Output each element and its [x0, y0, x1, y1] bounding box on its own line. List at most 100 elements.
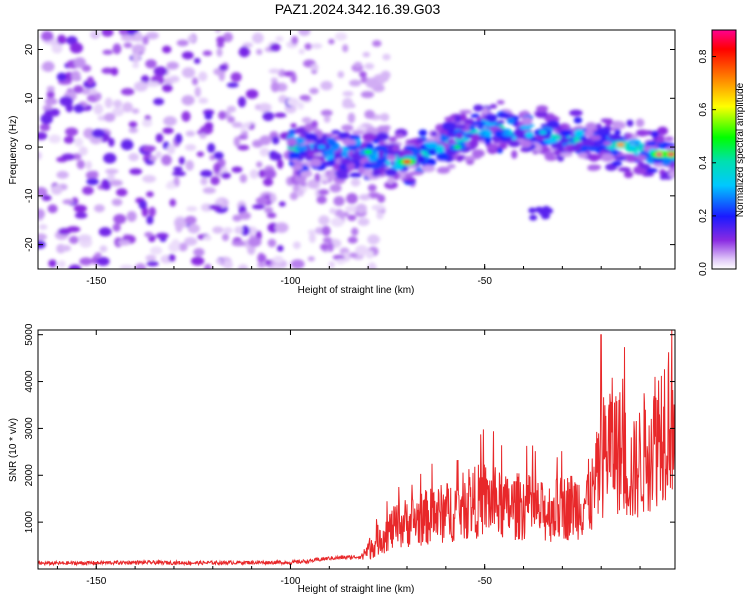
- heatmap-noise-cell: [320, 109, 333, 117]
- heatmap-signal-cell: [347, 134, 361, 140]
- heatmap-noise-cell: [108, 137, 115, 147]
- heatmap-noise-cell: [359, 194, 371, 201]
- heatmap-noise-cell: [307, 256, 315, 262]
- heatmap-noise-cell: [101, 67, 114, 74]
- heatmap-signal-cell: [384, 181, 398, 190]
- heatmap-signal-cell: [520, 139, 532, 149]
- heatmap-noise-cell: [234, 226, 243, 235]
- heatmap-noise-cell: [117, 239, 131, 246]
- heatmap-noise-cell: [191, 77, 199, 86]
- heatmap-signal-cell: [331, 129, 341, 135]
- heatmap-noise-cell: [144, 231, 154, 238]
- heatmap-noise-cell: [353, 61, 362, 68]
- heatmap-noise-cell: [172, 171, 186, 177]
- heatmap-noise-cell: [259, 103, 272, 112]
- heatmap-noise-cell: [176, 39, 189, 47]
- heatmap-noise-cell: [270, 193, 277, 203]
- heatmap-signal-cell: [604, 118, 613, 127]
- heatmap-noise-cell: [222, 32, 233, 43]
- heatmap-signal-cell: [384, 168, 398, 177]
- heatmap-noise-cell: [328, 38, 335, 45]
- heatmap-noise-cell: [218, 64, 228, 71]
- heatmap-noise-cell: [212, 226, 224, 234]
- heatmap-noise-cell: [314, 172, 321, 183]
- heatmap-noise-cell: [74, 137, 84, 148]
- heatmap-signal-cell: [351, 152, 361, 161]
- heatmap-noise-cell: [109, 179, 123, 187]
- heatmap-noise-cell: [146, 215, 154, 225]
- heatmap-noise-cell: [38, 187, 48, 197]
- heatmap-noise-cell: [309, 87, 319, 95]
- heatmap-noise-cell: [61, 153, 76, 161]
- heatmap-noise-cell: [153, 97, 165, 106]
- heatmap-noise-cell: [145, 59, 157, 69]
- heatmap-noise-cell: [337, 70, 345, 79]
- heatmap-noise-cell: [342, 97, 354, 109]
- heatmap-signal-cell: [291, 164, 304, 171]
- heatmap-noise-cell: [145, 254, 157, 262]
- heatmap-signal-cell: [328, 169, 339, 179]
- heatmap-noise-cell: [262, 178, 274, 187]
- heatmap-blob-cell: [535, 206, 544, 213]
- heatmap-signal-cell: [657, 126, 669, 136]
- heatmap-signal-cell: [387, 150, 401, 156]
- heatmap-signal-cell: [441, 122, 456, 131]
- heatmap-noise-cell: [355, 245, 369, 256]
- heatmap-noise-cell: [174, 133, 183, 144]
- heatmap-noise-cell: [204, 121, 214, 130]
- heatmap-noise-cell: [336, 258, 346, 265]
- y-tick-label: -20: [24, 237, 35, 252]
- heatmap-signal-cell: [498, 143, 508, 150]
- heatmap-noise-cell: [360, 90, 375, 99]
- heatmap-noise-cell: [371, 204, 386, 211]
- heatmap-noise-cell: [77, 234, 92, 243]
- heatmap-signal-cell: [439, 133, 447, 143]
- heatmap-noise-cell: [231, 240, 246, 247]
- heatmap-noise-cell: [146, 261, 159, 267]
- heatmap-signal-cell: [425, 141, 439, 149]
- heatmap-noise-cell: [270, 81, 280, 93]
- heatmap-signal-cell: [471, 133, 481, 143]
- heatmap-noise-cell: [193, 57, 201, 64]
- heatmap-noise-cell: [81, 64, 92, 72]
- heatmap-noise-cell: [81, 88, 91, 95]
- heatmap-signal-cell: [452, 124, 467, 130]
- heatmap-noise-cell: [90, 88, 98, 95]
- heatmap-noise-cell: [73, 104, 85, 113]
- heatmap-noise-cell: [153, 66, 168, 77]
- heatmap-noise-cell: [46, 85, 55, 92]
- heatmap-blob-cell: [528, 207, 537, 214]
- heatmap-noise-cell: [320, 243, 329, 251]
- snr-panel: -150 -100 -50 1000 2000 3000 4000 5000 Height o…: [8, 323, 676, 595]
- heatmap-noise-cell: [57, 260, 66, 268]
- heatmap-noise-cell: [85, 160, 92, 170]
- heatmap-noise-cell: [249, 169, 259, 179]
- heatmap-noise-cell: [345, 205, 359, 213]
- heatmap-signal-cell: [590, 135, 602, 141]
- heatmap-noise-cell: [85, 170, 99, 180]
- heatmap-noise-cell: [262, 111, 275, 122]
- colorbar-tick-label: 0.0: [698, 262, 709, 276]
- heatmap-signal-cell: [459, 109, 473, 115]
- heatmap-signal-cell: [651, 130, 659, 139]
- heatmap-noise-cell: [63, 135, 75, 144]
- heatmap-noise-cell: [42, 104, 53, 112]
- heatmap-noise-cell: [323, 115, 331, 123]
- heatmap-noise-cell: [94, 204, 105, 213]
- heatmap-cells: [38, 30, 675, 269]
- heatmap-noise-cell: [66, 36, 78, 45]
- colorbar-tick-label: 0.6: [698, 102, 709, 116]
- heatmap-noise-cell: [274, 112, 287, 118]
- heatmap-hotspot: [538, 130, 547, 135]
- heatmap-noise-cell: [226, 82, 239, 88]
- heatmap-noise-cell: [271, 264, 281, 269]
- heatmap-signal-cell: [508, 140, 521, 148]
- heatmap-noise-cell: [349, 79, 362, 87]
- heatmap-noise-cell: [166, 144, 176, 155]
- heatmap-noise-cell: [107, 172, 115, 181]
- heatmap-noise-cell: [334, 209, 344, 217]
- heatmap-noise-cell: [69, 42, 84, 54]
- heatmap-signal-cell: [341, 152, 349, 157]
- heatmap-noise-cell: [239, 173, 248, 183]
- heatmap-noise-cell: [269, 43, 281, 52]
